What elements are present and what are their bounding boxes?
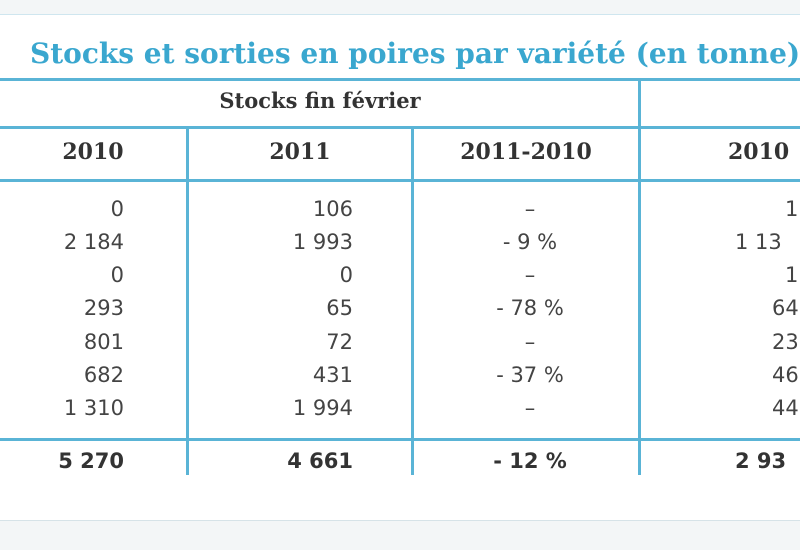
table-title: Stocks et sorties en poires par variété … — [30, 37, 800, 70]
col-header-diff: 2011-2010 — [460, 139, 592, 165]
table-cell: 46 — [772, 363, 799, 387]
table-cell: – — [524, 330, 536, 354]
table-cell: 0 — [110, 197, 124, 221]
table-cell: 1 994 — [292, 396, 353, 420]
table-cell: - 78 % — [496, 296, 564, 320]
table-cell: 431 — [312, 363, 353, 387]
rule-col-2 — [411, 127, 414, 475]
table-cell: 1 — [785, 263, 799, 287]
col-header-2010-sorties: 2010 — [728, 139, 790, 165]
total-cell: 5 270 — [58, 449, 124, 473]
table-cell: - 37 % — [496, 363, 564, 387]
rule-under-group-header — [0, 126, 800, 129]
rule-under-column-headers — [0, 179, 800, 182]
table-cell: 64 — [772, 296, 799, 320]
table-cell: 801 — [83, 330, 124, 354]
col-header-2010: 2010 — [62, 139, 124, 165]
col-header-2011: 2011 — [269, 139, 331, 165]
table-cell: 65 — [326, 296, 353, 320]
table-cell: 106 — [312, 197, 353, 221]
rule-under-title — [0, 78, 800, 81]
table-cell: 2 184 — [63, 230, 124, 254]
table-cell: 682 — [83, 363, 124, 387]
rule-col-1 — [186, 127, 189, 475]
total-cell: 4 661 — [287, 449, 353, 473]
table-cell: - 9 % — [502, 230, 558, 254]
group-header-stocks: Stocks fin février — [219, 88, 421, 113]
table-cell: 72 — [326, 330, 353, 354]
total-cell: 2 93 — [735, 449, 787, 473]
table-cell: 44 — [772, 396, 799, 420]
table-cell: – — [524, 197, 536, 221]
table-cell: 0 — [339, 263, 353, 287]
table-cell: 1 13 — [735, 230, 782, 254]
table-cell: 293 — [83, 296, 124, 320]
rule-above-total — [0, 438, 800, 441]
table-panel: Stocks et sorties en poires par variété … — [0, 14, 800, 521]
table-cell: 1 — [785, 197, 799, 221]
table-cell: – — [524, 396, 536, 420]
table-cell: 0 — [110, 263, 124, 287]
table-cell: 1 310 — [63, 396, 124, 420]
total-cell: - 12 % — [493, 449, 567, 473]
table-cell: 23 — [772, 330, 799, 354]
rule-group-separator — [638, 79, 641, 475]
table-cell: 1 993 — [292, 230, 353, 254]
table-cell: – — [524, 263, 536, 287]
